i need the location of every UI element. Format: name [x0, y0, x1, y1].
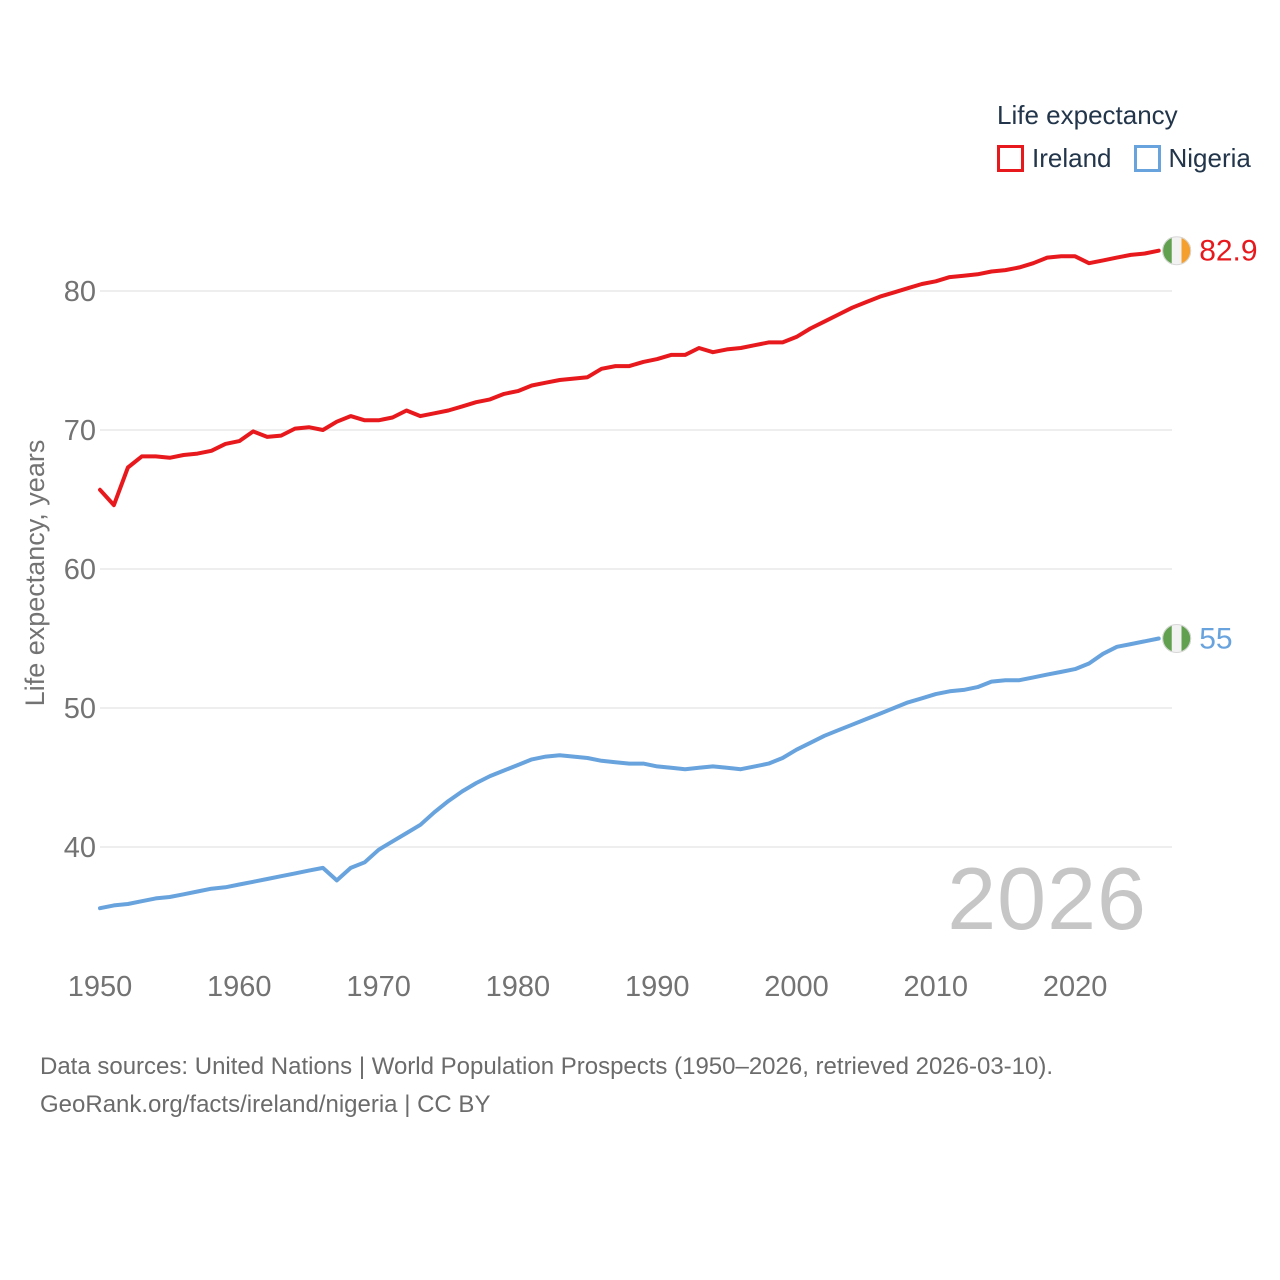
- legend-item-ireland[interactable]: Ireland: [997, 143, 1112, 174]
- legend-label-nigeria: Nigeria: [1168, 143, 1251, 173]
- source-footer: Data sources: United Nations | World Pop…: [40, 1048, 1053, 1124]
- nigeria-flag-stripe: [1181, 624, 1192, 653]
- y-tick-label-60: 60: [64, 554, 96, 586]
- x-tick-label-2010: 2010: [904, 971, 969, 1003]
- ireland-swatch-icon: [997, 145, 1024, 172]
- ireland-end-value-label: 82.9: [1199, 235, 1257, 268]
- y-tick-label-70: 70: [64, 415, 96, 447]
- source-line-2: GeoRank.org/facts/ireland/nigeria | CC B…: [40, 1091, 491, 1118]
- ireland-flag-stripe: [1181, 236, 1192, 266]
- y-tick-label-40: 40: [64, 832, 96, 864]
- x-tick-label-1990: 1990: [625, 971, 690, 1003]
- nigeria-line[interactable]: [98, 636, 1161, 911]
- x-tick-label-2000: 2000: [764, 971, 829, 1003]
- ireland-flag-stripe: [1162, 236, 1172, 266]
- x-tick-label-1960: 1960: [207, 971, 272, 1003]
- ireland-flag-stripe: [1171, 236, 1182, 266]
- ireland-flag-ring: [1162, 236, 1192, 266]
- x-tick-label-1950: 1950: [68, 971, 133, 1003]
- legend-title: Life expectancy: [997, 100, 1178, 130]
- year-watermark: 2026: [947, 849, 1147, 948]
- legend-items: Ireland Nigeria: [997, 143, 1251, 174]
- nigeria-swatch-icon: [1133, 145, 1161, 172]
- chart-legend: Life expectancy Ireland Nigeria: [997, 100, 1251, 174]
- nigeria-flag-stripe: [1171, 624, 1182, 653]
- y-tick-label-50: 50: [64, 693, 96, 725]
- nigeria-flag-icon[interactable]: [1162, 624, 1192, 653]
- source-line-1: Data sources: United Nations | World Pop…: [40, 1053, 1054, 1080]
- nigeria-flag-ring: [1162, 624, 1192, 653]
- x-tick-label-1970: 1970: [346, 971, 411, 1003]
- ireland-line[interactable]: [98, 248, 1161, 508]
- y-tick-label-80: 80: [64, 276, 96, 308]
- legend-item-nigeria[interactable]: Nigeria: [1133, 143, 1251, 174]
- legend-label-ireland: Ireland: [1032, 143, 1112, 173]
- nigeria-flag-stripe: [1162, 624, 1172, 653]
- nigeria-end-value-label: 55: [1199, 623, 1232, 656]
- ireland-flag-icon[interactable]: [1162, 236, 1192, 266]
- x-tick-label-2020: 2020: [1043, 971, 1108, 1003]
- y-axis-title: Life expectancy, years: [20, 440, 50, 707]
- x-tick-label-1980: 1980: [486, 971, 551, 1003]
